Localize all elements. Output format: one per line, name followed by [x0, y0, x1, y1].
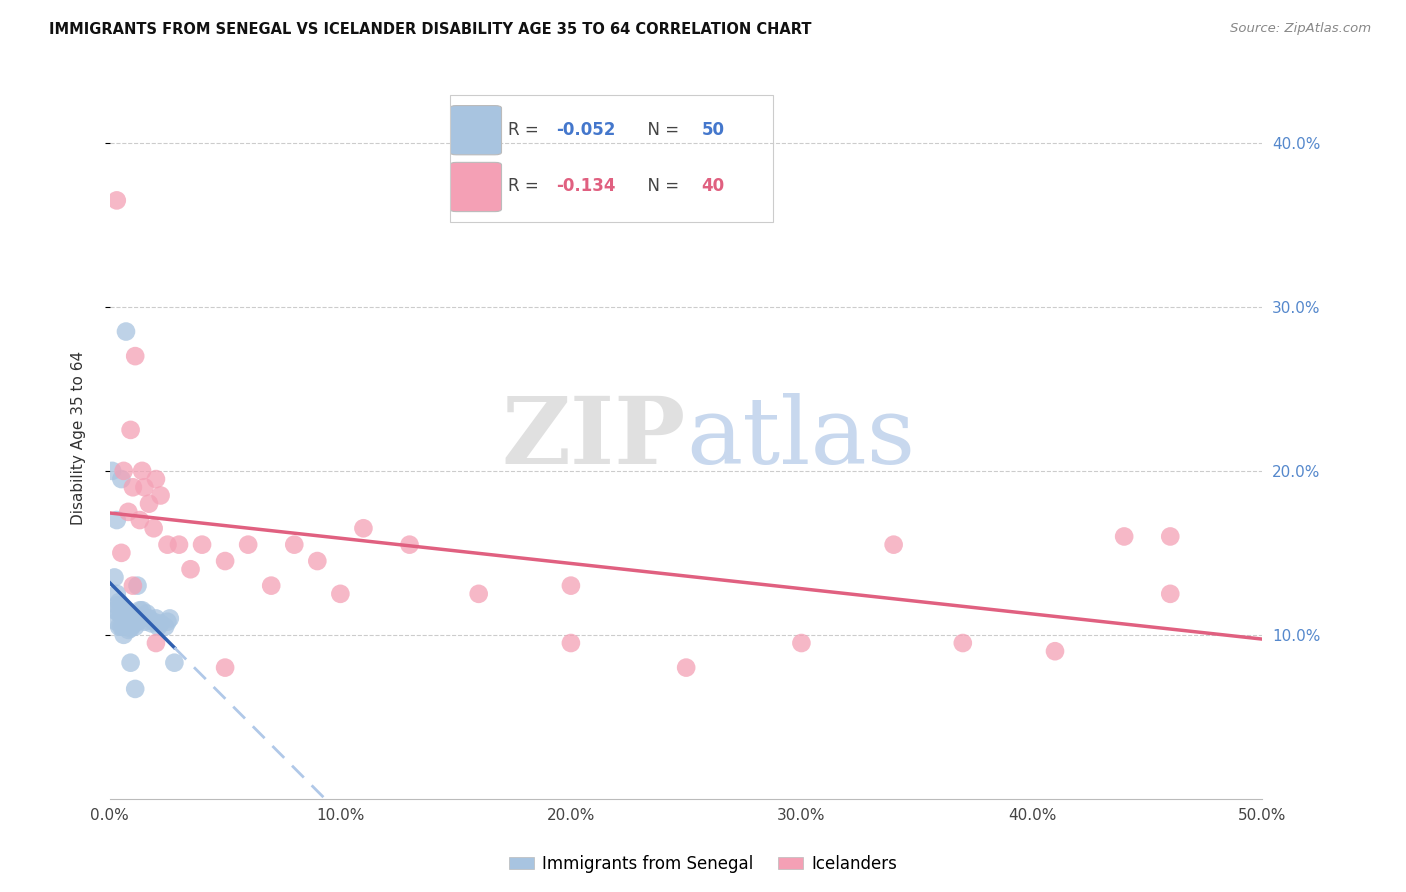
Point: [145, 472, 167, 486]
Point: [283, 538, 305, 552]
Point: [105, 513, 128, 527]
Point: [560, 579, 582, 593]
Point: [117, 505, 139, 519]
Point: [214, 660, 236, 674]
Point: [110, 472, 132, 486]
Point: [883, 538, 905, 552]
Text: Source: ZipAtlas.com: Source: ZipAtlas.com: [1230, 22, 1371, 36]
Point: [105, 194, 128, 208]
Point: [148, 619, 170, 633]
Point: [115, 605, 138, 619]
Point: [142, 521, 165, 535]
Point: [329, 587, 352, 601]
Point: [675, 660, 697, 674]
Point: [134, 480, 156, 494]
Point: [124, 349, 146, 363]
Point: [105, 587, 128, 601]
Point: [398, 538, 420, 552]
Point: [128, 513, 150, 527]
Point: [120, 615, 142, 629]
Point: [238, 538, 260, 552]
Point: [163, 656, 186, 670]
Point: [467, 587, 489, 601]
Point: [122, 609, 145, 624]
Point: [105, 615, 128, 629]
Point: [115, 616, 138, 631]
Point: [141, 616, 163, 631]
Point: [120, 423, 142, 437]
Point: [115, 611, 138, 625]
Point: [108, 595, 131, 609]
Point: [149, 488, 172, 502]
Point: [110, 599, 132, 613]
Point: [112, 603, 135, 617]
Point: [134, 615, 156, 629]
Point: [127, 579, 149, 593]
Point: [159, 611, 181, 625]
Point: [103, 570, 125, 584]
Point: [115, 325, 138, 339]
Point: [790, 636, 813, 650]
Point: [101, 464, 124, 478]
Point: [117, 607, 139, 621]
Point: [112, 464, 135, 478]
Point: [103, 603, 125, 617]
Point: [122, 480, 145, 494]
Point: [156, 615, 179, 629]
Point: [124, 619, 146, 633]
Point: [112, 611, 135, 625]
Point: [952, 636, 974, 650]
Point: [145, 636, 167, 650]
Point: [108, 619, 131, 633]
Text: IMMIGRANTS FROM SENEGAL VS ICELANDER DISABILITY AGE 35 TO 64 CORRELATION CHART: IMMIGRANTS FROM SENEGAL VS ICELANDER DIS…: [49, 22, 811, 37]
Point: [124, 611, 146, 625]
Point: [167, 538, 190, 552]
Point: [135, 607, 157, 621]
Point: [110, 619, 132, 633]
Point: [156, 538, 179, 552]
Point: [105, 599, 128, 613]
Point: [131, 464, 153, 478]
Point: [142, 615, 165, 629]
Point: [110, 608, 132, 623]
Point: [138, 611, 160, 625]
Point: [127, 615, 149, 629]
Point: [560, 636, 582, 650]
Point: [260, 579, 283, 593]
Point: [131, 603, 153, 617]
Point: [352, 521, 374, 535]
Text: ZIP: ZIP: [502, 393, 686, 483]
Point: [1159, 529, 1181, 543]
Point: [307, 554, 329, 568]
Point: [128, 603, 150, 617]
Point: [149, 616, 172, 631]
Legend: Immigrants from Senegal, Icelanders: Immigrants from Senegal, Icelanders: [502, 848, 904, 880]
Point: [1043, 644, 1066, 658]
Point: [112, 619, 135, 633]
Text: atlas: atlas: [686, 393, 915, 483]
Point: [112, 628, 135, 642]
Point: [122, 618, 145, 632]
Point: [120, 621, 142, 635]
Point: [108, 607, 131, 621]
Point: [180, 562, 202, 576]
Point: [153, 619, 176, 633]
Point: [1114, 529, 1136, 543]
Point: [110, 546, 132, 560]
Point: [145, 611, 167, 625]
Point: [191, 538, 214, 552]
Point: [122, 579, 145, 593]
Point: [120, 608, 142, 623]
Point: [117, 615, 139, 629]
Y-axis label: Disability Age 35 to 64: Disability Age 35 to 64: [72, 351, 86, 525]
Point: [214, 554, 236, 568]
Point: [117, 623, 139, 637]
Point: [120, 656, 142, 670]
Point: [124, 681, 146, 696]
Point: [138, 497, 160, 511]
Point: [1159, 587, 1181, 601]
